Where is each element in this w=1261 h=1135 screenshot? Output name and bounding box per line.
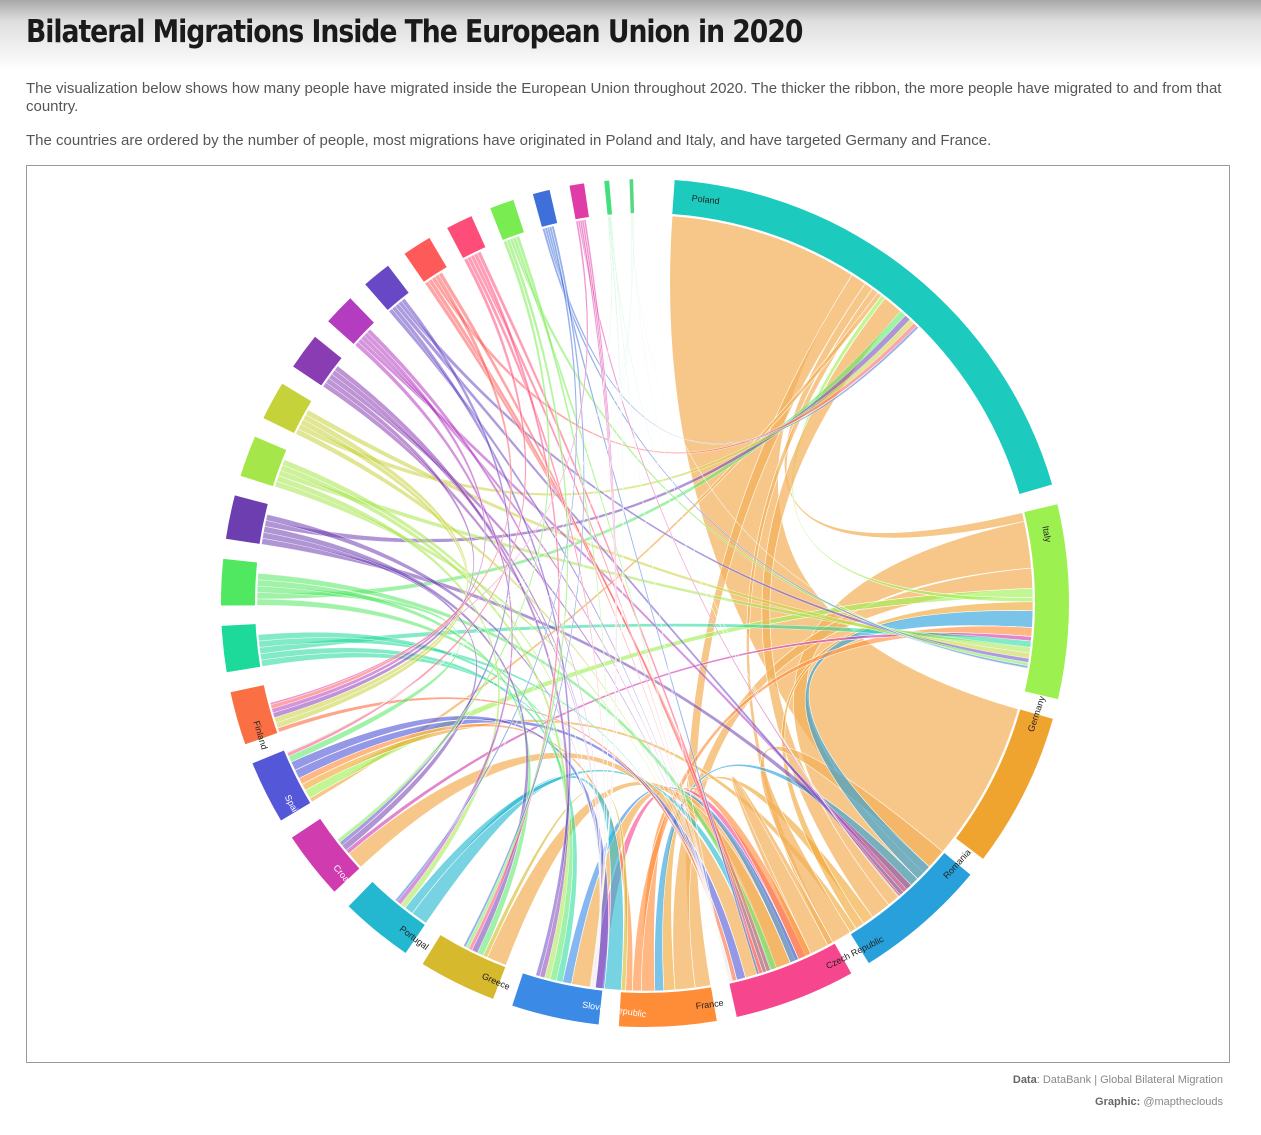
ribbon-minor-25-4[interactable] bbox=[610, 216, 730, 983]
ribbon-poland-to-italy[interactable] bbox=[784, 283, 1025, 539]
arc-country-13[interactable] bbox=[221, 558, 258, 606]
arc-country-19[interactable] bbox=[365, 265, 409, 310]
ribbon-minor-26-4[interactable] bbox=[286, 214, 634, 753]
arc-country-20[interactable] bbox=[404, 237, 447, 282]
arc-country-24[interactable] bbox=[569, 183, 589, 220]
ribbon-minor-25-0[interactable] bbox=[286, 216, 612, 754]
ribbon-minor-22-1[interactable] bbox=[465, 239, 569, 949]
arc-poland[interactable] bbox=[672, 180, 1053, 495]
ribbon-germany-to-italy[interactable] bbox=[781, 601, 1034, 929]
ribbon-minor-26-2[interactable] bbox=[631, 215, 899, 898]
ribbon-minor-26-1[interactable] bbox=[631, 215, 1028, 669]
arc-greece[interactable] bbox=[422, 935, 506, 999]
arc-france[interactable] bbox=[618, 987, 717, 1027]
ribbon-minor-24-0[interactable] bbox=[269, 220, 589, 706]
header-shade bbox=[0, 0, 1261, 70]
page-title: Bilateral Migrations Inside The European… bbox=[26, 14, 803, 50]
ribbon-minor-17-4[interactable] bbox=[334, 365, 570, 979]
description-paragraph-1: The visualization below shows how many p… bbox=[26, 80, 1222, 115]
arc-czech-republic[interactable] bbox=[729, 943, 852, 1017]
arc-portugal[interactable] bbox=[348, 881, 425, 953]
arc-country-14[interactable] bbox=[225, 495, 268, 544]
ribbon-minor-23-0[interactable] bbox=[542, 227, 1029, 669]
ribbon-minor-23-1[interactable] bbox=[544, 227, 919, 445]
arc-country-16[interactable] bbox=[263, 383, 312, 433]
arc-country-23[interactable] bbox=[532, 189, 558, 227]
ribbon-minor-24-4[interactable] bbox=[583, 219, 617, 988]
label-france: France bbox=[695, 998, 724, 1011]
arc-country-12[interactable] bbox=[221, 624, 261, 673]
ribbon-germany-to-france[interactable] bbox=[662, 776, 874, 991]
arc-slovak-republic[interactable] bbox=[512, 973, 603, 1025]
ribbon-france-to-italy[interactable] bbox=[631, 625, 1033, 992]
ribbon-minor-19-4[interactable] bbox=[339, 298, 512, 846]
graphic-credit-value: @mapthe­clouds bbox=[1140, 1096, 1223, 1108]
arc-croatia[interactable] bbox=[291, 818, 360, 892]
ribbon-spain-to-germany[interactable] bbox=[294, 718, 746, 981]
ribbon-minor-26-0[interactable] bbox=[394, 215, 633, 901]
ribbon-minor-18-1[interactable] bbox=[357, 338, 908, 893]
label-poland: Poland bbox=[691, 193, 720, 206]
arc-italy[interactable] bbox=[1024, 504, 1069, 700]
data-source-label: Data bbox=[1012, 1074, 1037, 1086]
arc-spain[interactable] bbox=[252, 750, 311, 821]
ribbon-minor-14-4[interactable] bbox=[265, 514, 601, 988]
arc-finland[interactable] bbox=[230, 685, 278, 745]
ribbon-minor-23-3[interactable] bbox=[395, 226, 578, 902]
ribbon-minor-21-4[interactable] bbox=[476, 251, 764, 975]
arc-country-26[interactable] bbox=[629, 179, 635, 214]
graphic-credit-label: Graphic: bbox=[1095, 1096, 1141, 1108]
ribbon-italy-to-poland[interactable] bbox=[791, 295, 1034, 603]
ribbon-minor-23-4[interactable] bbox=[463, 225, 585, 948]
ribbon-minor-25-3[interactable] bbox=[609, 216, 900, 898]
ribbon-minor-18-0[interactable] bbox=[354, 341, 514, 905]
ribbon-minor-20-3[interactable] bbox=[270, 274, 513, 709]
arc-country-17[interactable] bbox=[293, 336, 342, 386]
ribbon-poland-to-spain[interactable] bbox=[309, 292, 882, 803]
ribbon-minor-24-1[interactable] bbox=[577, 220, 901, 897]
ribbon-minor-25-2[interactable] bbox=[589, 216, 624, 988]
arc-country-18[interactable] bbox=[328, 298, 374, 344]
arc-country-21[interactable] bbox=[447, 216, 486, 259]
ribbon-minor-12-4[interactable] bbox=[258, 632, 601, 988]
ribbon-minor-21-0[interactable] bbox=[286, 257, 527, 757]
arc-country-25[interactable] bbox=[604, 180, 613, 215]
ribbon-italy-to-france[interactable] bbox=[672, 567, 1034, 991]
ribbon-minor-16-3[interactable] bbox=[274, 414, 469, 724]
country-arc-layer bbox=[221, 179, 1069, 1027]
ribbon-minor-26-3[interactable] bbox=[336, 214, 634, 840]
ribbon-minor-15-3[interactable] bbox=[280, 464, 570, 980]
ribbon-layer bbox=[256, 214, 1034, 992]
ribbon-romania-to-italy[interactable] bbox=[804, 610, 1034, 880]
data-source-credit: Data: DataBank | Global Bilateral Migrat… bbox=[1013, 1074, 1223, 1086]
ribbon-minor-16-4[interactable] bbox=[305, 409, 1030, 659]
arc-country-22[interactable] bbox=[490, 199, 524, 240]
chord-chart-frame: Poland Italy Germany Romania Czech Republic F… bbox=[26, 165, 1230, 1063]
ribbon-minor-22-3[interactable] bbox=[512, 236, 730, 983]
arc-germany[interactable] bbox=[955, 709, 1053, 859]
ribbon-minor-22-0[interactable] bbox=[337, 240, 550, 843]
ribbon-minor-19-1[interactable] bbox=[391, 305, 572, 977]
ribbon-minor-22-4[interactable] bbox=[515, 235, 609, 988]
graphic-credit: Graphic: @mapthe­clouds bbox=[1095, 1096, 1223, 1108]
arc-romania[interactable] bbox=[850, 852, 971, 964]
ribbon-minor-22-2[interactable] bbox=[509, 237, 1029, 667]
label-italy: Italy bbox=[1040, 525, 1053, 544]
data-source-value: : DataBank | Global Bilateral Migration bbox=[1036, 1074, 1223, 1086]
arc-country-15[interactable] bbox=[240, 436, 287, 487]
description-paragraph-2: The countries are ordered by the number … bbox=[26, 132, 992, 149]
ribbon-slovak-republic-to-germany[interactable] bbox=[562, 786, 799, 985]
ribbon-minor-13-4[interactable] bbox=[257, 573, 777, 971]
